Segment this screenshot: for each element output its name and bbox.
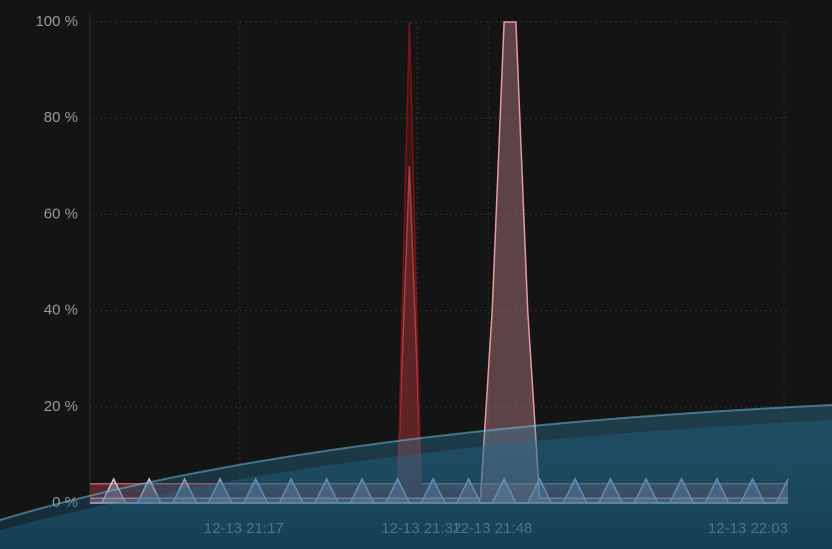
x-tick-label: 12-13 21:32 — [381, 520, 461, 537]
area — [90, 22, 788, 503]
line — [90, 166, 788, 485]
x-tick-label: 12-13 22:03 — [708, 520, 788, 537]
y-tick-label: 40 % — [44, 302, 78, 319]
y-tick-label: 100 % — [35, 13, 78, 30]
y-tick-label: 20 % — [44, 398, 78, 415]
area — [90, 166, 788, 504]
line — [90, 21, 788, 499]
x-tick-label: 12-13 21:17 — [204, 520, 284, 537]
area — [90, 22, 788, 503]
y-tick-label: 60 % — [44, 205, 78, 222]
line — [90, 21, 788, 495]
y-tick-label: 80 % — [44, 109, 78, 126]
x-tick-label: 12-13 21:48 — [452, 520, 532, 537]
y-tick-label: 0 % — [52, 494, 78, 511]
